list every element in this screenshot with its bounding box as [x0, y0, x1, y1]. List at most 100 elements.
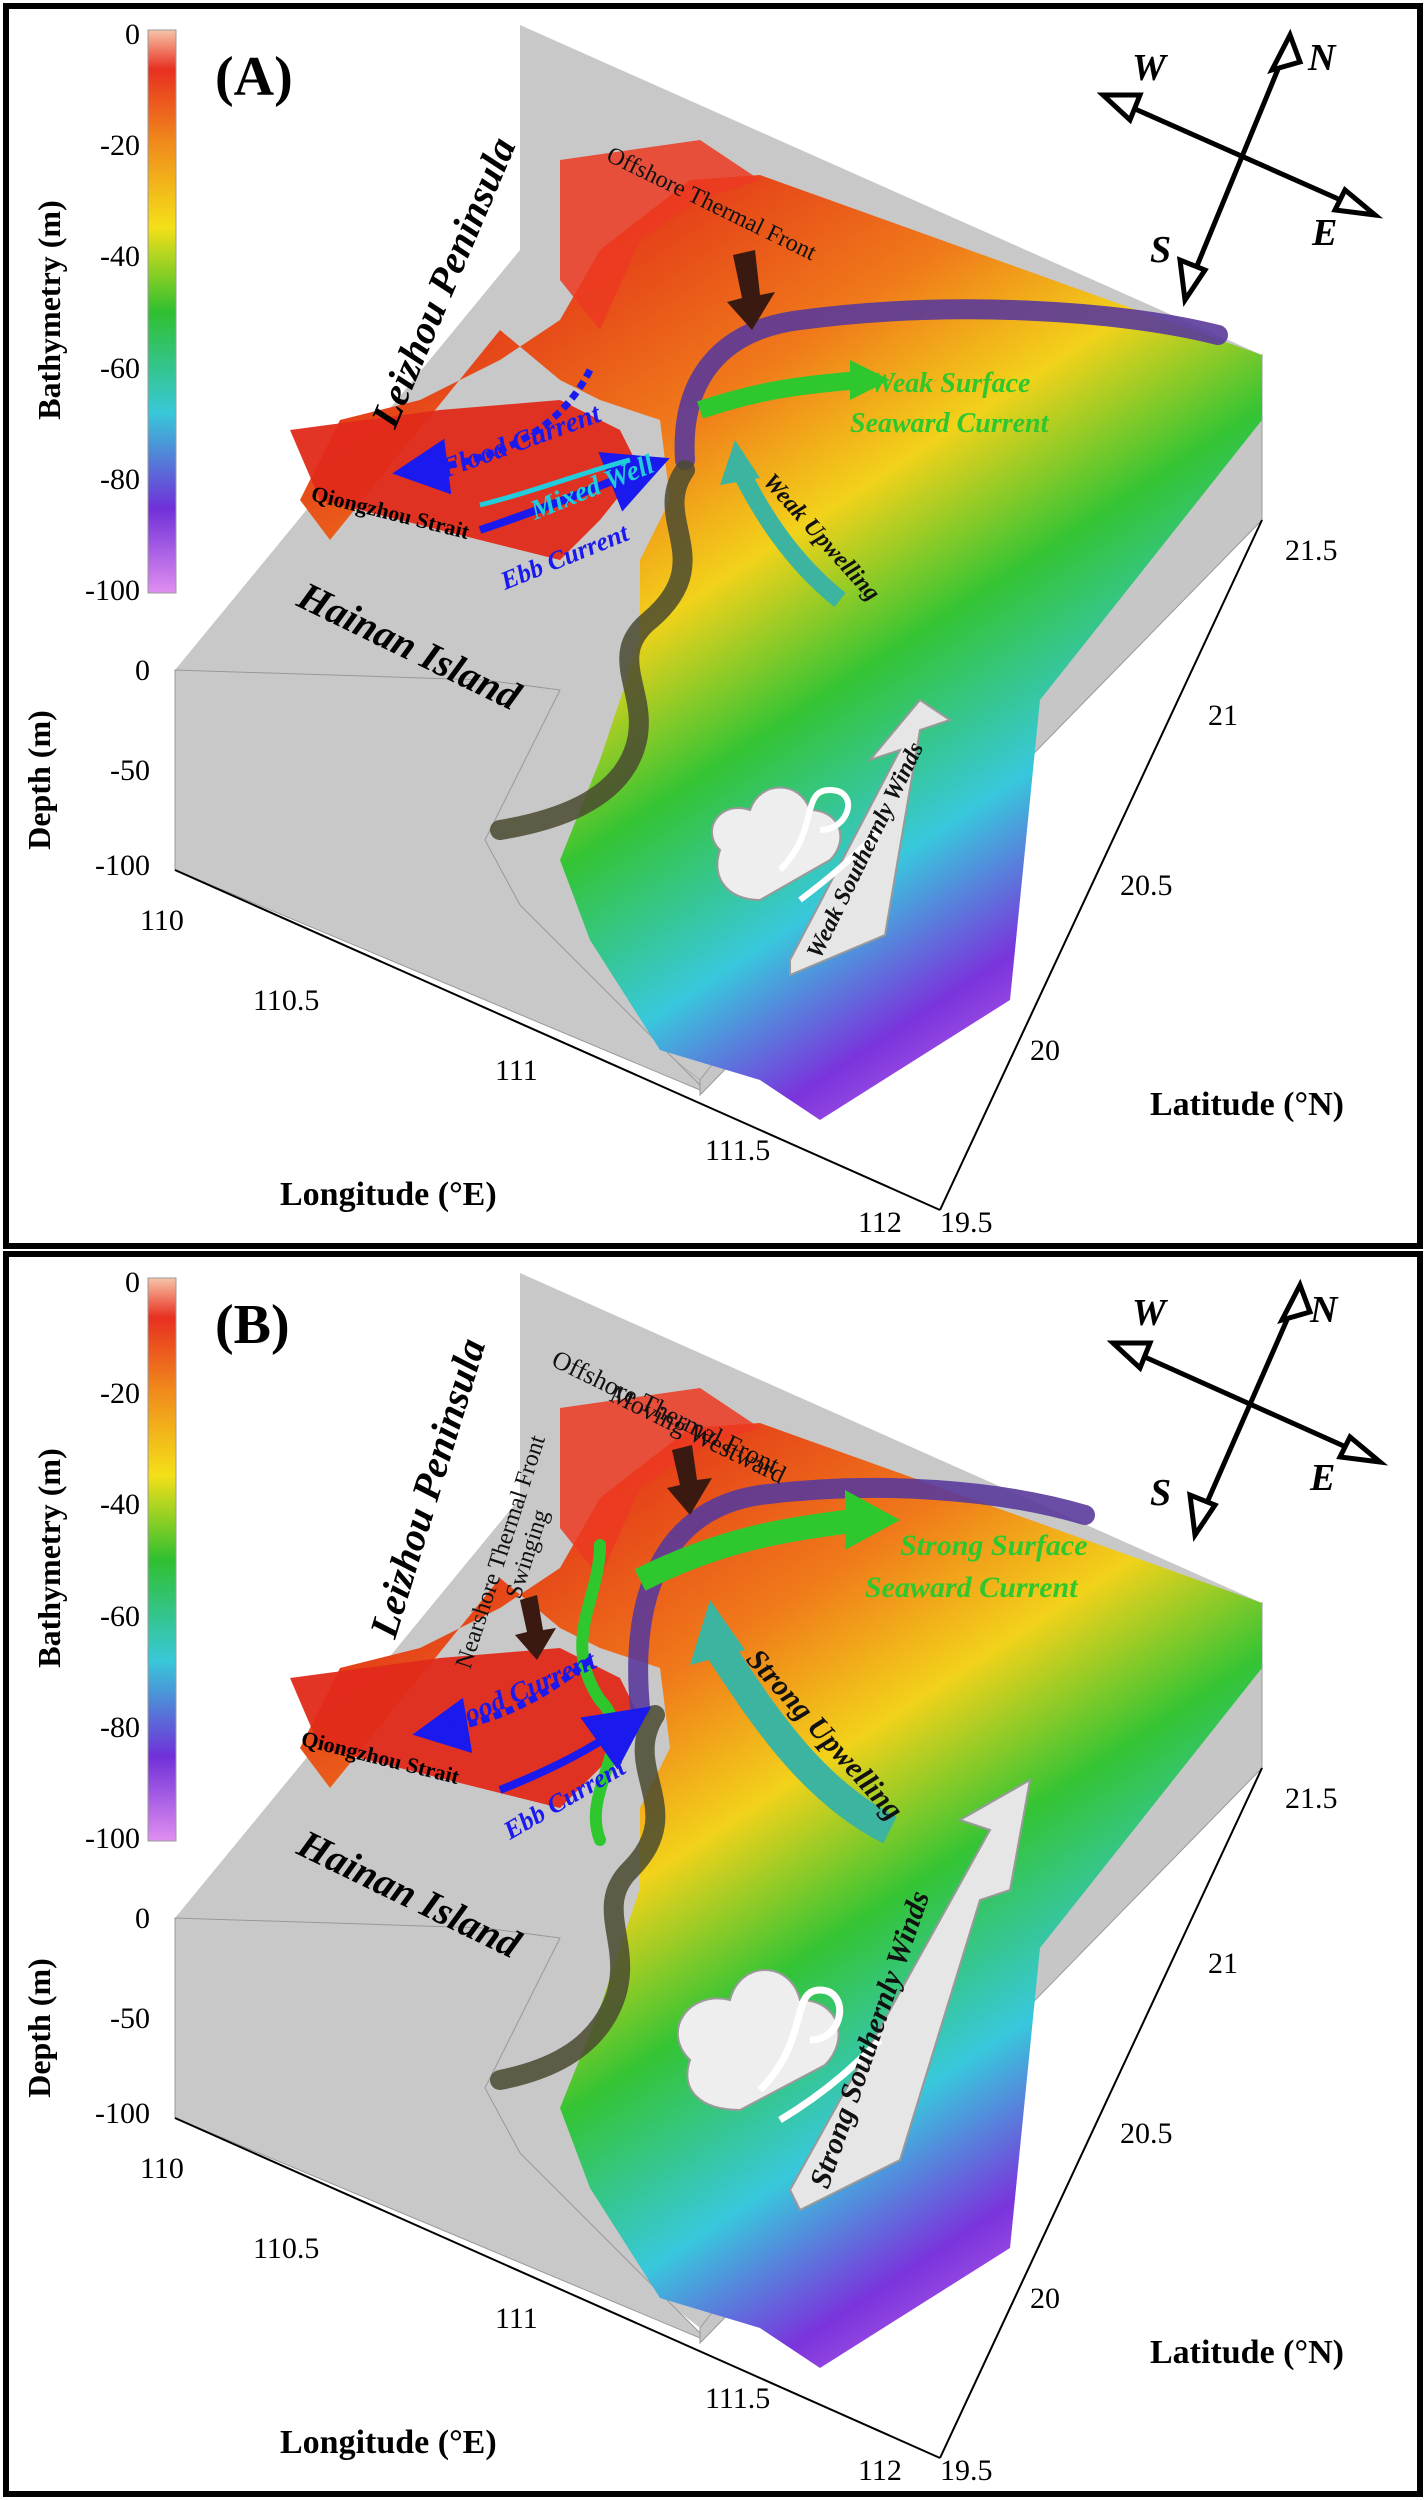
compass-a-s: S: [1150, 229, 1171, 271]
colorbar-b-tick-4: -80: [100, 1711, 140, 1744]
compass-a-n: N: [1307, 37, 1337, 79]
colorbar-a-tick-2: -40: [100, 240, 140, 273]
lon-label-b: Longitude (°E): [280, 2424, 497, 2461]
lon-tick-b-3: 111.5: [705, 2382, 770, 2415]
lat-axis-b: [939, 1767, 1263, 2459]
nearshore-front-line-a: [490, 460, 695, 840]
depth-tick-b-1: -50: [110, 2002, 150, 2035]
colorbar-b-tick-0: 0: [125, 1266, 140, 1299]
compass-b-w: W: [1132, 1292, 1169, 1334]
compass-a-ns: [1182, 39, 1293, 296]
lat-tick-b-4: 19.5: [940, 2454, 993, 2487]
lat-label-a: Latitude (°N): [1150, 1086, 1344, 1123]
colorbar-b-label: Bathymetry (m): [31, 1448, 67, 1667]
surface-current-arrow-b: [634, 1508, 862, 1591]
lat-tick-a-4: 19.5: [940, 1206, 993, 1239]
nearshore-front-line-b: [490, 1705, 666, 2090]
colorbar-b-tick-3: -60: [100, 1600, 140, 1633]
panel-a: 0 -20 -40 -60 -80 -100 Bathymetry (m): [3, 3, 1423, 1249]
colorbar-a-tick-1: -20: [100, 129, 140, 162]
surface-current-label-b: Strong Surface: [900, 1529, 1088, 1562]
surface-current-label-2-a: Seaward Current: [850, 408, 1050, 439]
surface-current-arrowhead-b: [845, 1490, 900, 1550]
lon-tick-a-3: 111.5: [705, 1134, 770, 1167]
lon-tick-a-0: 110: [140, 904, 184, 937]
lat-label-b: Latitude (°N): [1150, 2334, 1344, 2371]
colorbar-a-label: Bathymetry (m): [31, 200, 67, 419]
compass-b-n: N: [1309, 1289, 1339, 1331]
lon-tick-b-1: 110.5: [253, 2232, 319, 2265]
flood-current-arrow-a: [392, 368, 594, 495]
nearshore-pointer-arrow-b: [515, 1595, 556, 1660]
compass-a-e: E: [1311, 212, 1337, 254]
lon-tick-a-1: 110.5: [253, 984, 319, 1017]
block-a-strait-water: [290, 400, 640, 560]
lon-axis-a: [174, 869, 941, 1211]
panel-b-label: (B): [215, 1294, 290, 1356]
lat-tick-a-2: 20.5: [1120, 869, 1173, 902]
compass-a: [1096, 28, 1384, 307]
colorbar-a-ticks: 0 -20 -40 -60 -80 -100: [85, 18, 140, 607]
colorbar-a-tick-3: -60: [100, 352, 140, 385]
surface-current-arrowhead-a: [850, 360, 890, 400]
ebb-current-arrow-a: [478, 452, 670, 534]
lat-tick-b-3: 20: [1030, 2282, 1060, 2315]
colorbar-a-tick-4: -80: [100, 463, 140, 496]
block-a-coast-red: [560, 140, 760, 330]
lon-label-a: Longitude (°E): [280, 1176, 497, 1213]
upwelling-arrowhead-b: [690, 1600, 745, 1665]
lat-tick-a-3: 20: [1030, 1034, 1060, 1067]
surface-current-label-a: Weak Surface: [870, 368, 1030, 399]
colorbar-a: [147, 29, 177, 594]
lat-tick-a-0: 21.5: [1285, 534, 1338, 567]
cloud-icon-b: [676, 1969, 840, 2112]
panel-a-label: (A): [215, 46, 293, 108]
compass-b-s: S: [1150, 1472, 1171, 1514]
compass-b-w-head: [1106, 1340, 1154, 1373]
depth-tick-a-2: -100: [95, 849, 150, 882]
front-pointer-arrow-a: [727, 250, 775, 330]
compass-b-n-head: [1277, 1278, 1314, 1324]
compass-b-we: [1116, 1342, 1377, 1463]
gust-icon-b: [757, 1986, 883, 2124]
flood-current-arrow-b: [412, 1657, 593, 1754]
compass-a-w: W: [1132, 47, 1169, 89]
gust-icon-a: [777, 786, 883, 903]
offshore-front-line-a: [674, 299, 1228, 470]
block-b-coast-red: [560, 1388, 760, 1578]
colorbar-a-tick-5: -100: [85, 574, 140, 607]
wind-arrow-b: [788, 1778, 1032, 2212]
colorbar-b-tick-2: -40: [100, 1488, 140, 1521]
lat-tick-b-1: 21: [1208, 1947, 1238, 1980]
nearshore-front-green-b: [576, 1539, 620, 1846]
lon-axis-b: [174, 2117, 941, 2459]
compass-b-e: E: [1309, 1457, 1335, 1499]
lat-tick-a-1: 21: [1208, 699, 1238, 732]
colorbar-a-tick-0: 0: [125, 18, 140, 51]
lon-tick-b-0: 110: [140, 2152, 184, 2185]
lat-tick-b-0: 21.5: [1285, 1782, 1338, 1815]
panel-b: 0 -20 -40 -60 -80 -100 Bathymetry (m): [3, 1251, 1423, 2497]
compass-a-s-head: [1176, 256, 1209, 307]
wind-symbol-a: [710, 698, 953, 977]
lon-tick-a-2: 111: [495, 1054, 538, 1087]
wind-symbol-b: [676, 1778, 1032, 2212]
block-b-sea-surface: [300, 1423, 1262, 2368]
lat-tick-b-2: 20.5: [1120, 2117, 1173, 2150]
block-b-left-wall: [174, 1917, 701, 2339]
depth-tick-a-1: -50: [110, 754, 150, 787]
block-a-left-wall: [174, 669, 701, 1091]
lat-axis-a: [939, 519, 1263, 1211]
depth-label-a: Depth (m): [21, 710, 57, 850]
mixed-well-arrow-a: [479, 457, 631, 508]
lon-tick-a-4: 112: [858, 1206, 902, 1239]
ebb-current-arrow-b: [498, 1706, 652, 1794]
front-pointer-arrow-b: [667, 1445, 712, 1515]
upwelling-arrow-a: [731, 465, 846, 608]
depth-tick-b-0: 0: [135, 1902, 150, 1935]
surface-current-arrow-a: [697, 371, 861, 419]
compass-b-s-head: [1186, 1491, 1219, 1542]
compass-a-n-head: [1267, 28, 1304, 74]
compass-b: [1106, 1278, 1389, 1542]
